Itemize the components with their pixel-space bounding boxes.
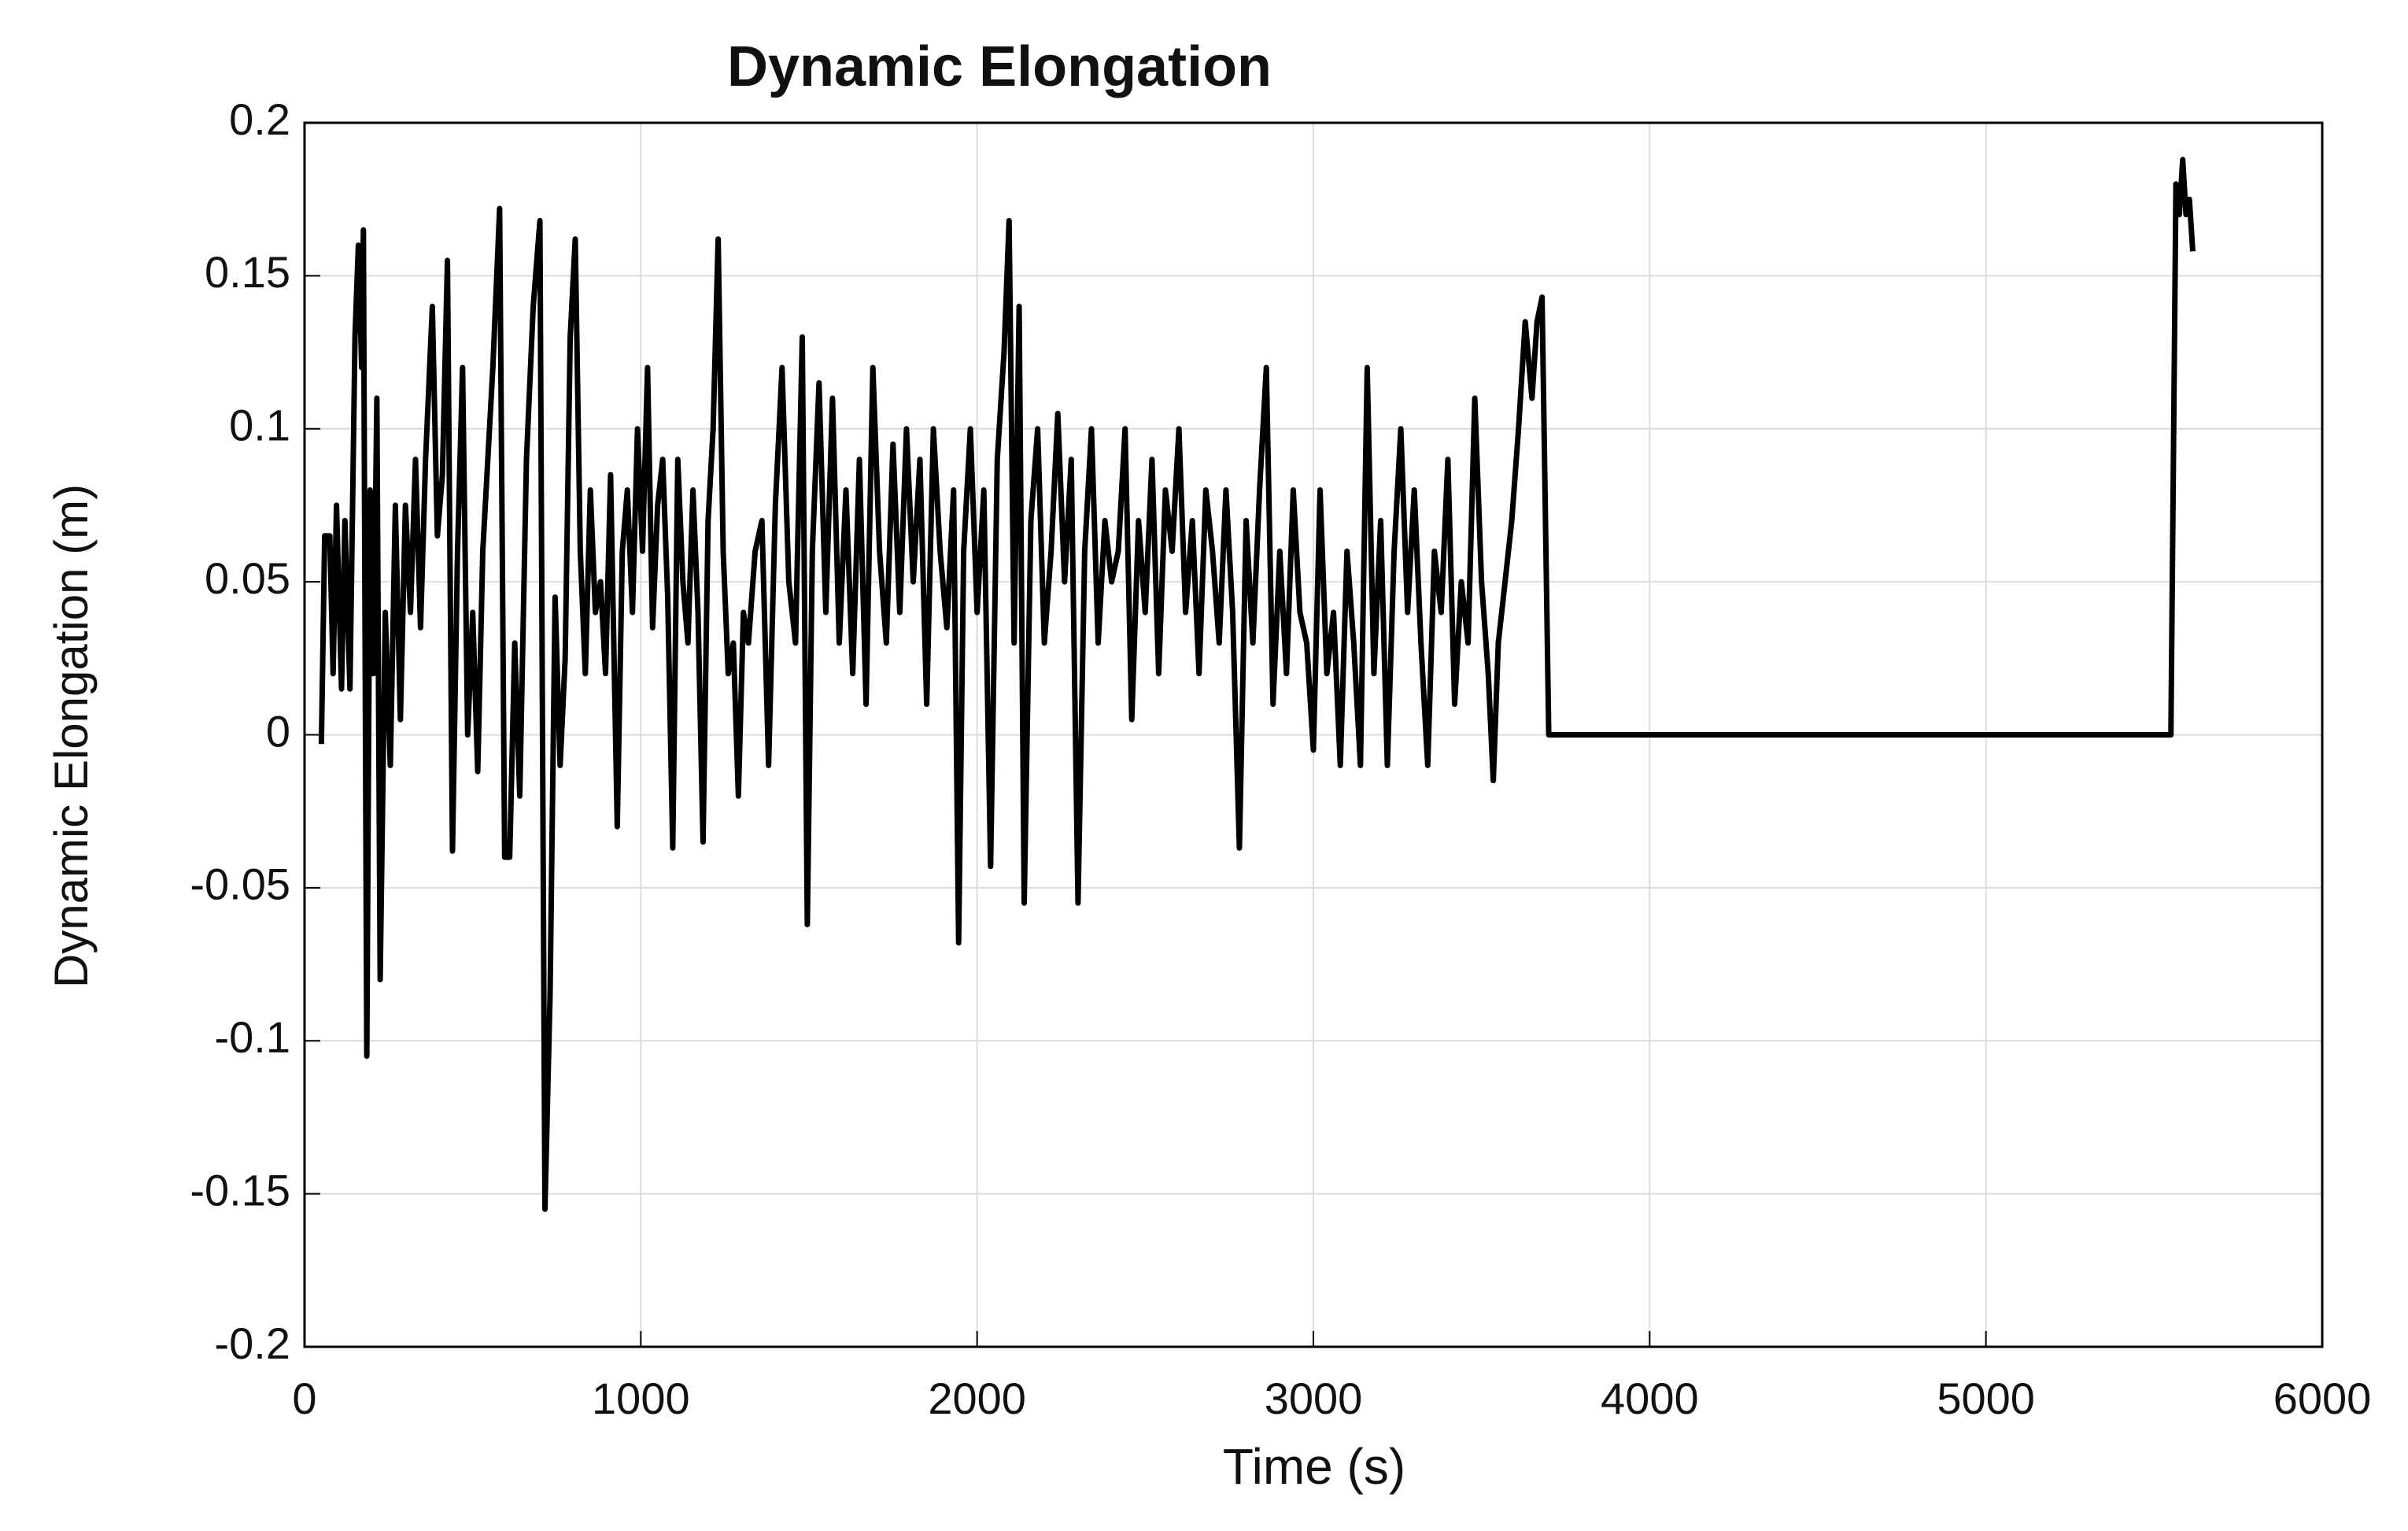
- x-tick-label: 1000: [592, 1374, 690, 1423]
- chart-title: Dynamic Elongation: [727, 35, 1272, 98]
- x-axis-label: Time (s): [1223, 1438, 1405, 1495]
- y-tick-label: -0.2: [215, 1318, 291, 1368]
- x-tick-label: 4000: [1601, 1374, 1699, 1423]
- y-tick-label: 0.05: [205, 553, 290, 603]
- x-tick-label: 2000: [928, 1374, 1026, 1423]
- x-tick-label: 0: [292, 1374, 316, 1423]
- y-tick-label: -0.05: [190, 860, 290, 909]
- y-tick-label: 0.1: [229, 401, 290, 450]
- y-tick-label: 0: [266, 706, 290, 756]
- data-line: [318, 157, 2196, 1212]
- x-tick-label: 3000: [1265, 1374, 1363, 1423]
- y-axis-label: Dynamic Elongation (m): [45, 484, 98, 988]
- x-tick-label: 5000: [1937, 1374, 2035, 1423]
- x-tick-label: 6000: [2273, 1374, 2372, 1423]
- plot-frame: [303, 121, 2324, 1348]
- y-tick-label: 0.15: [205, 247, 290, 297]
- y-tick-label: -0.15: [190, 1165, 290, 1215]
- y-tick-label: 0.2: [229, 94, 290, 144]
- y-tick-label: -0.1: [215, 1012, 291, 1062]
